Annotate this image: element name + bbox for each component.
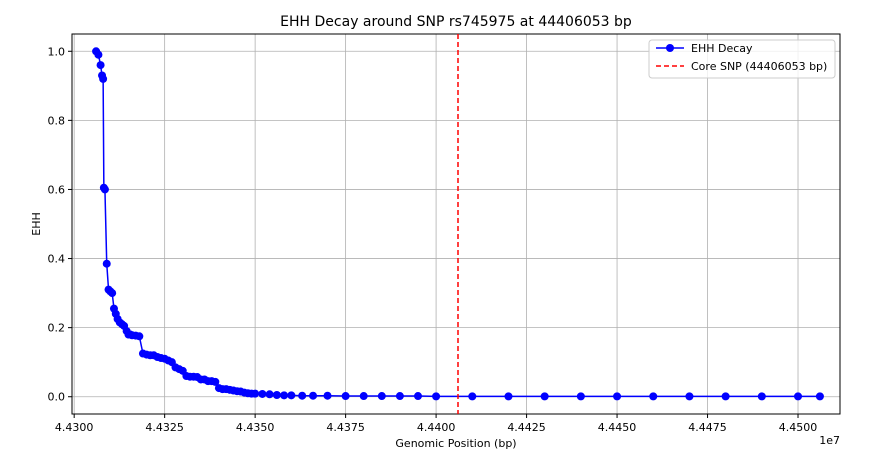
ehh-point [211, 377, 220, 386]
ehh-point [108, 289, 117, 298]
x-tick-label: 4.4350 [236, 421, 275, 434]
y-axis: 0.0 0.2 0.4 0.6 0.8 1.0 [48, 45, 72, 404]
ehh-point [815, 392, 824, 401]
y-axis-label: EHH [30, 212, 43, 236]
ehh-point [721, 392, 730, 401]
ehh-point [540, 392, 549, 401]
x-tick-label: 4.4300 [55, 421, 94, 434]
ehh-point [613, 392, 622, 401]
legend-box [648, 39, 836, 79]
x-axis-label: Genomic Position (bp) [395, 437, 516, 450]
ehh-point [251, 389, 260, 398]
ehh-point [794, 392, 803, 401]
ehh-point [309, 391, 318, 400]
ehh-point [504, 392, 513, 401]
legend-label-core-snp: Core SNP (44406053 bp) [691, 60, 827, 73]
ehh-point [359, 392, 368, 401]
ehh-point [100, 185, 109, 194]
plot-frame [71, 33, 841, 415]
ehh-point [757, 392, 766, 401]
x-tick-label: 4.4475 [688, 421, 727, 434]
ehh-point [135, 332, 144, 341]
ehh-point [323, 391, 332, 400]
x-tick-label: 4.4425 [507, 421, 546, 434]
series-layer [92, 34, 824, 414]
ehh-point [341, 392, 350, 401]
ehh-point [94, 50, 103, 59]
x-tick-label: 4.4500 [779, 421, 818, 434]
y-tick-label: 0.6 [48, 183, 66, 196]
chart-title: EHH Decay around SNP rs745975 at 4440605… [280, 14, 632, 30]
ehh-point [685, 392, 694, 401]
legend: EHH Decay Core SNP (44406053 bp) [648, 39, 836, 79]
ehh-point [280, 391, 289, 400]
ehh-point [258, 389, 267, 398]
ehh-point [102, 259, 111, 268]
ehh-point [298, 391, 307, 400]
legend-marker-ehh-decay [666, 44, 674, 52]
y-tick-label: 0.4 [48, 253, 66, 266]
y-tick-label: 0.8 [48, 114, 66, 127]
ehh-point [272, 391, 281, 399]
ehh-point [414, 392, 422, 401]
ehh-point [99, 74, 108, 83]
y-tick-label: 0.0 [48, 391, 66, 404]
y-tick-label: 1.0 [48, 45, 66, 58]
ehh-point [287, 391, 296, 400]
x-tick-label: 4.4375 [326, 421, 365, 434]
y-tick-label: 0.2 [48, 322, 66, 335]
ehh-point [432, 392, 441, 401]
x-tick-label: 4.4400 [417, 421, 456, 434]
x-tick-label: 4.4325 [145, 421, 184, 434]
x-axis-offset-label: 1e7 [819, 434, 840, 447]
ehh-point [576, 392, 585, 401]
ehh-point [265, 390, 274, 399]
ehh-point [96, 61, 105, 70]
legend-label-ehh-decay: EHH Decay [691, 42, 753, 55]
ehh-point [377, 392, 386, 401]
ehh-point [468, 392, 477, 401]
x-tick-label: 4.4450 [598, 421, 637, 434]
ehh-point [395, 392, 404, 401]
x-axis: 4.4300 4.4325 4.4350 4.4375 4.4400 4.4425 4.44… [55, 414, 817, 434]
ehh-point [649, 392, 658, 401]
